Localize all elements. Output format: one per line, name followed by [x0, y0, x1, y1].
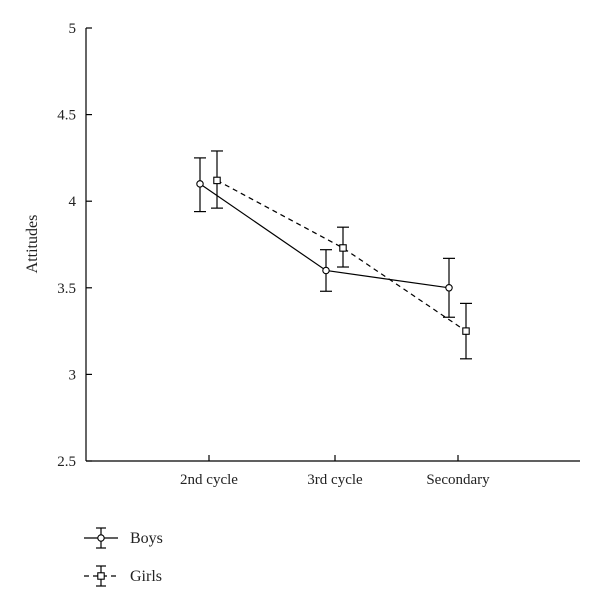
y-tick-label: 3 [69, 367, 77, 383]
x-tick-label: 3rd cycle [307, 472, 363, 488]
y-ticks: 2.5 3 3.5 4 4.5 5 [57, 21, 92, 470]
legend-item-boys: Boys [84, 527, 163, 549]
legend-label: Girls [130, 568, 162, 585]
data-point [445, 284, 453, 292]
data-point [196, 180, 204, 188]
data-point [213, 176, 221, 185]
y-tick-label: 3.5 [57, 281, 76, 297]
legend-marker [97, 534, 105, 542]
legend-marker [97, 572, 105, 580]
y-tick-label: 4 [69, 194, 77, 210]
y-tick-label: 5 [69, 21, 77, 37]
series-layer [194, 150, 472, 360]
data-point [339, 244, 347, 252]
legend-label: Boys [130, 530, 163, 547]
legend: Boys Girls [84, 527, 163, 587]
data-point [322, 266, 330, 275]
y-tick-label: 4.5 [57, 108, 76, 124]
data-point [462, 327, 470, 335]
x-ticks: 2nd cycle 3rd cycle Secondary [180, 455, 490, 488]
y-tick-label: 2.5 [57, 454, 76, 470]
y-axis-title: Attitudes [24, 215, 41, 274]
series-girls [211, 150, 472, 360]
legend-item-girls: Girls [84, 565, 162, 587]
x-tick-label: 2nd cycle [180, 472, 238, 488]
x-tick-label: Secondary [426, 472, 490, 488]
axes [85, 28, 580, 462]
series-boys [194, 157, 455, 318]
series-line [216, 179, 467, 332]
